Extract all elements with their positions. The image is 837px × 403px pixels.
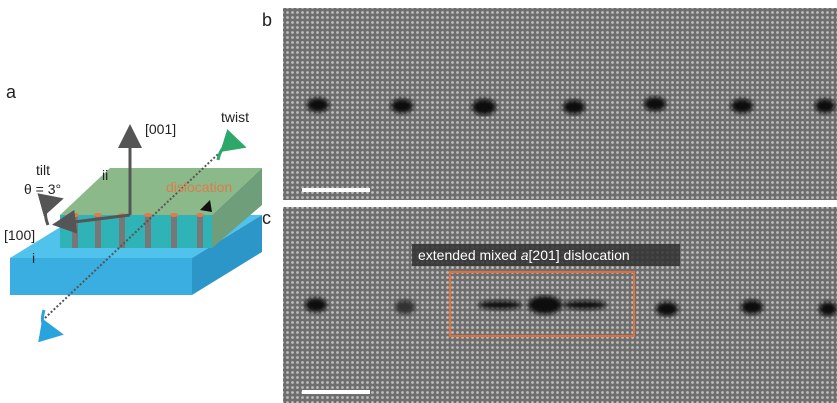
axis-label: [001] xyxy=(145,121,176,137)
scale-bar xyxy=(302,188,370,192)
panel-label: c xyxy=(262,208,271,228)
tilt-label: tilt xyxy=(36,162,50,178)
tilt-arrow xyxy=(46,200,58,225)
micrograph-c: extended mixed a[201] dislocation xyxy=(283,207,837,403)
dislocation-label: dislocation xyxy=(166,179,232,195)
grain-label: i xyxy=(32,250,35,266)
figure: a [001] twist tilt θ = 3° ii dislocation… xyxy=(0,0,837,403)
twist-label: twist xyxy=(221,109,249,125)
twist-arrow xyxy=(218,144,238,160)
panel-label: b xyxy=(262,10,272,30)
panel-label: a xyxy=(6,82,17,102)
axis-label: [100] xyxy=(4,227,35,243)
slab-front xyxy=(10,258,192,295)
caption: extended mixed a[201] dislocation xyxy=(418,247,630,263)
caption-part: extended mixed xyxy=(418,247,521,263)
caption-part: [201] dislocation xyxy=(529,247,630,263)
schematic: a [001] twist tilt θ = 3° ii dislocation… xyxy=(4,82,262,333)
angle-label: θ = 3° xyxy=(24,181,61,197)
caption-part: a xyxy=(521,247,529,263)
scale-bar xyxy=(302,390,370,394)
micrograph-b xyxy=(283,8,837,200)
grain-label: ii xyxy=(102,167,108,183)
